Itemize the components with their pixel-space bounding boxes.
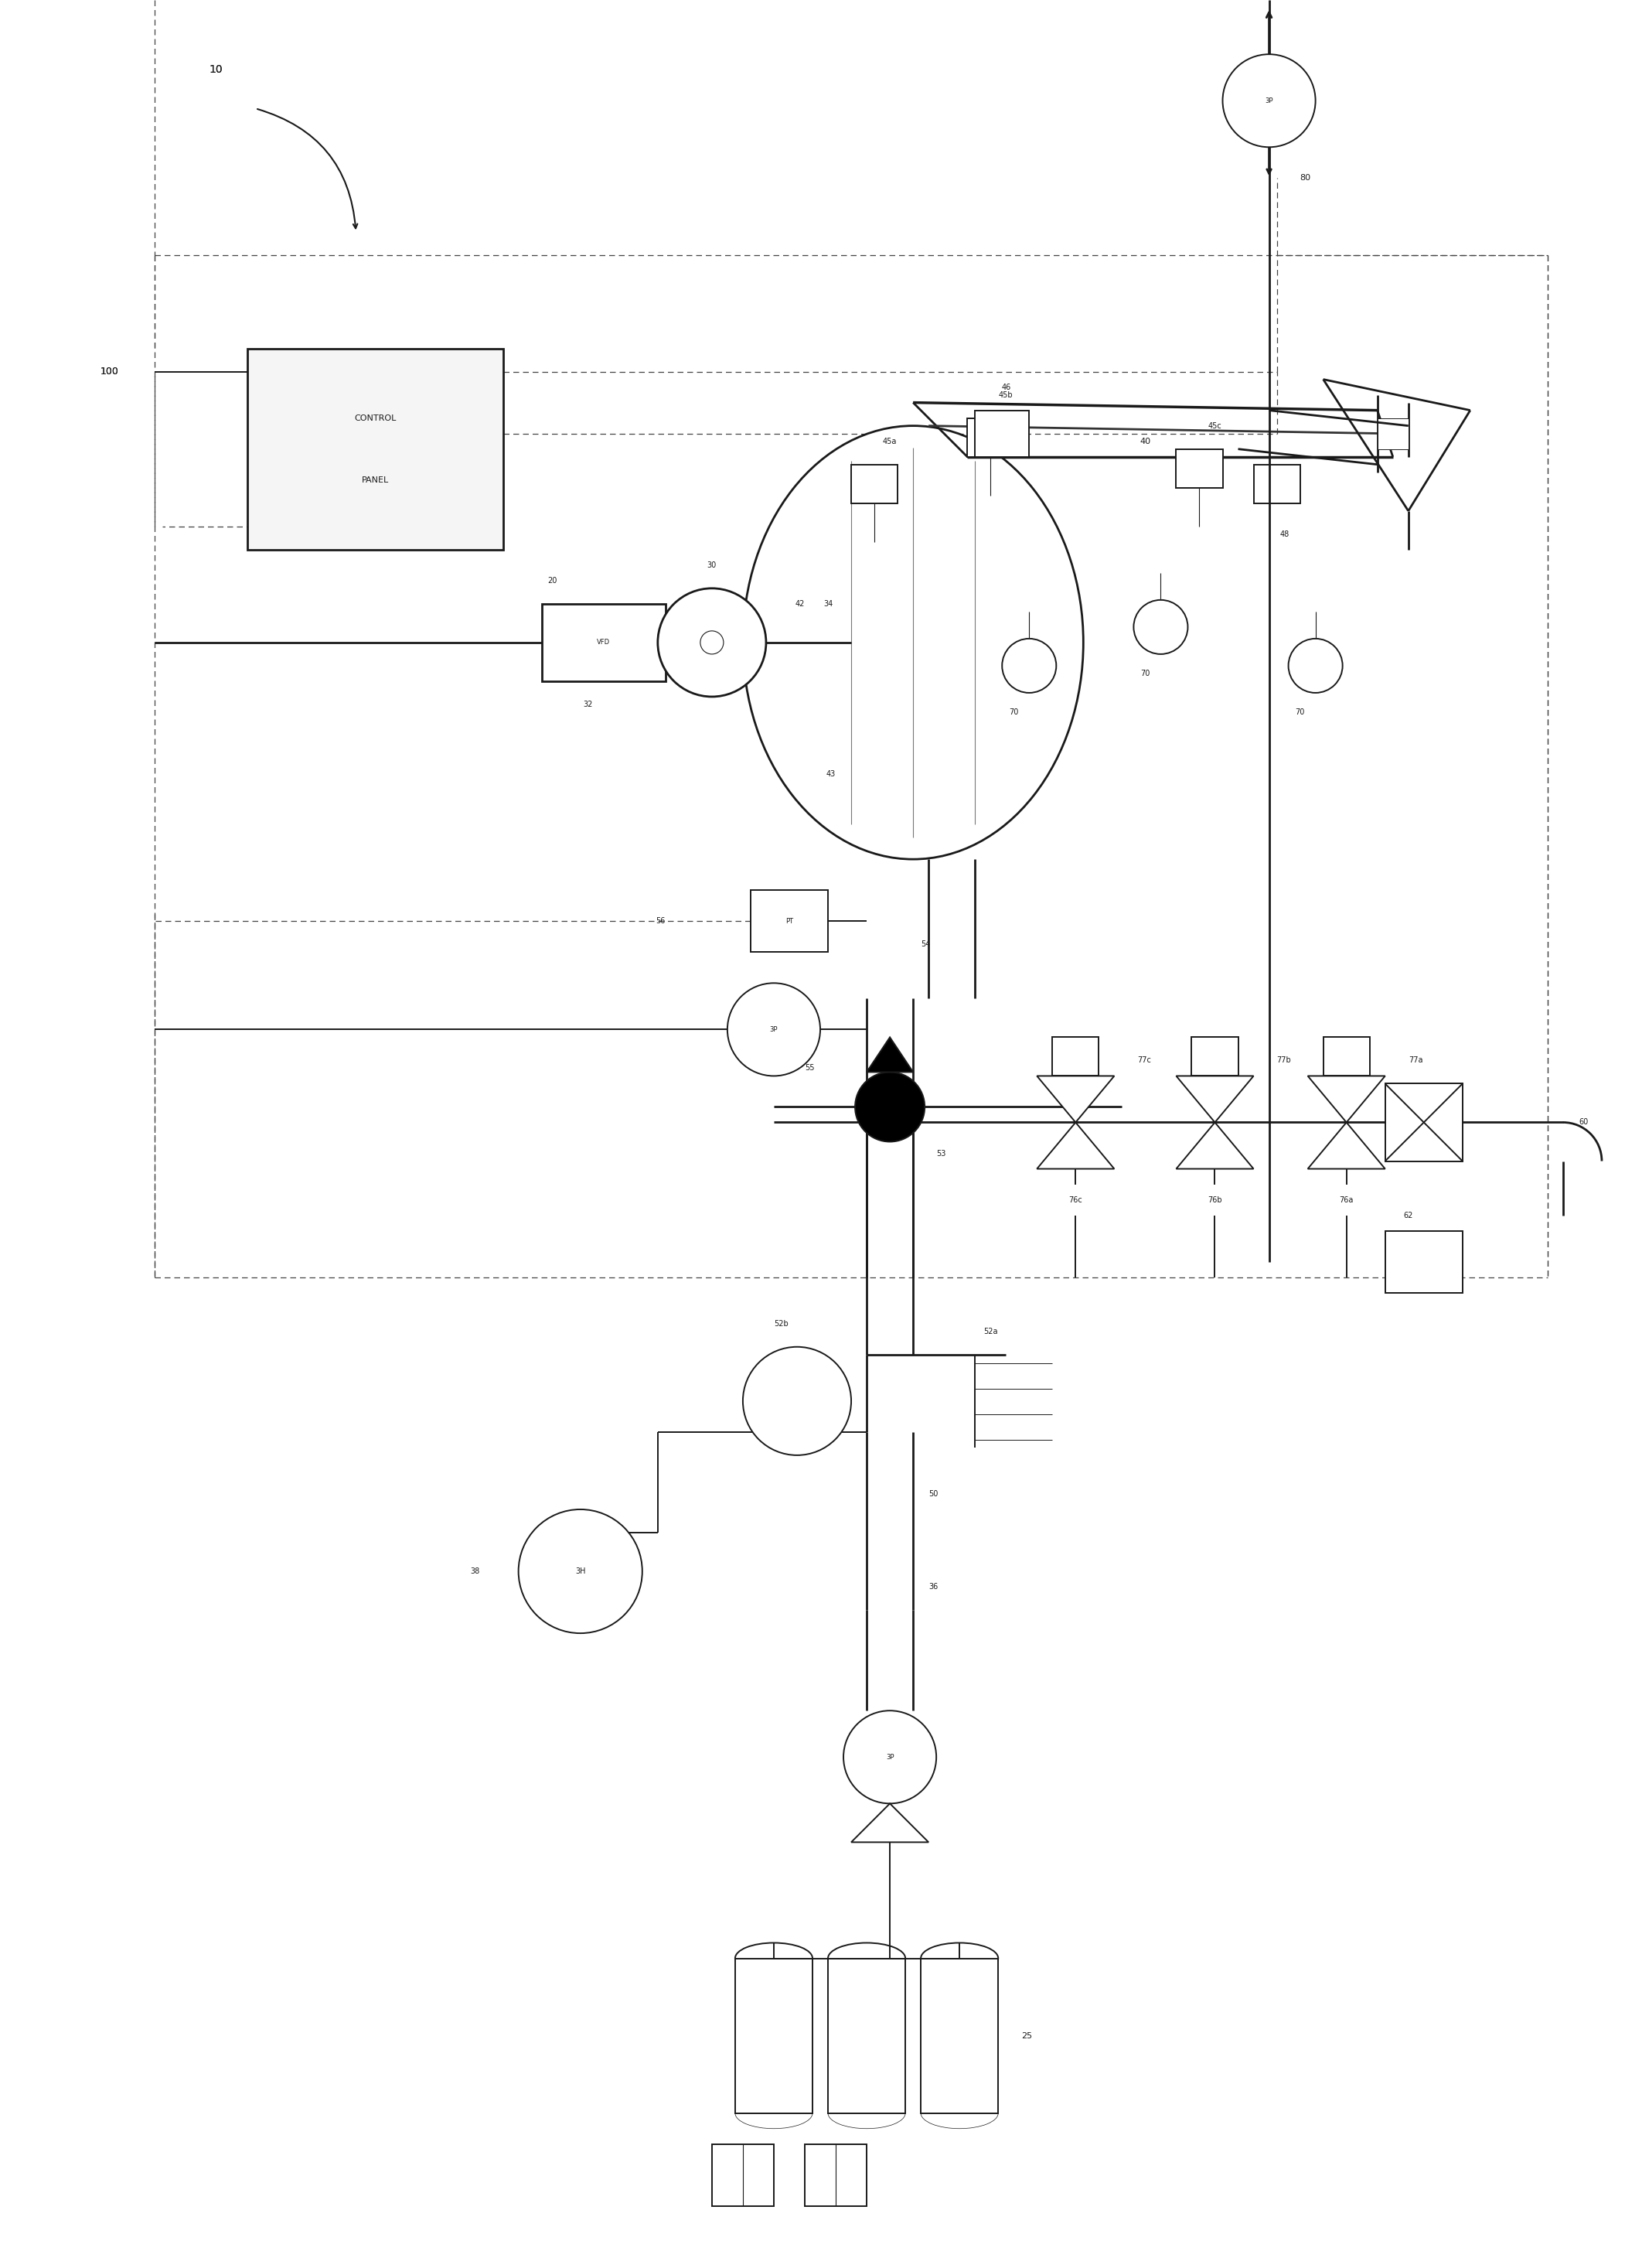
Text: 52a: 52a: [983, 1327, 998, 1336]
Text: 76a: 76a: [1339, 1195, 1354, 1204]
Text: 76c: 76c: [1069, 1195, 1082, 1204]
Text: 10: 10: [210, 64, 223, 75]
Text: PT: PT: [785, 919, 793, 925]
Text: 42: 42: [795, 601, 804, 608]
Polygon shape: [1176, 1123, 1253, 1168]
Polygon shape: [1176, 1075, 1253, 1123]
Polygon shape: [852, 1803, 928, 1842]
Text: 56: 56: [656, 916, 666, 925]
Text: VFD: VFD: [596, 640, 611, 646]
Text: 3H: 3H: [575, 1567, 585, 1576]
Text: 53: 53: [936, 1150, 946, 1157]
Circle shape: [1222, 54, 1316, 147]
Bar: [1384, 1084, 1463, 1161]
Text: 20: 20: [548, 576, 557, 585]
Ellipse shape: [734, 2098, 812, 2130]
Text: 55: 55: [804, 1064, 814, 1073]
Text: 60: 60: [1578, 1118, 1588, 1127]
Ellipse shape: [921, 2098, 998, 2130]
Text: 52b: 52b: [773, 1320, 788, 1327]
Circle shape: [700, 631, 723, 653]
Bar: [967, 417, 1014, 456]
Bar: [247, 349, 504, 549]
Bar: [852, 465, 897, 503]
Circle shape: [743, 1347, 852, 1456]
Bar: [1191, 1036, 1238, 1075]
Text: 70: 70: [1141, 669, 1150, 678]
Text: 40: 40: [1139, 438, 1150, 445]
Text: 77b: 77b: [1277, 1057, 1292, 1064]
Bar: [712, 2143, 774, 2207]
Bar: [921, 1957, 998, 2114]
Bar: [1378, 417, 1409, 449]
Circle shape: [728, 982, 821, 1075]
Ellipse shape: [829, 2098, 905, 2130]
Bar: [812, 619, 852, 667]
Text: 10: 10: [210, 64, 223, 75]
Ellipse shape: [829, 1944, 905, 1973]
Text: 3P: 3P: [886, 1753, 894, 1760]
Ellipse shape: [921, 1944, 998, 1973]
Polygon shape: [1308, 1075, 1384, 1123]
Text: 76b: 76b: [1207, 1195, 1222, 1204]
Text: 100: 100: [101, 367, 119, 376]
Text: 48: 48: [1280, 531, 1289, 538]
Text: 100: 100: [101, 367, 119, 376]
Text: 80: 80: [1300, 175, 1311, 181]
Text: 77a: 77a: [1409, 1057, 1422, 1064]
Text: 70: 70: [1009, 708, 1019, 717]
Text: 45c: 45c: [1207, 422, 1222, 429]
Text: 50: 50: [928, 1490, 938, 1497]
Ellipse shape: [743, 426, 1084, 860]
Text: 25: 25: [1022, 2032, 1032, 2039]
Text: PANEL: PANEL: [362, 476, 388, 483]
Polygon shape: [1308, 1123, 1384, 1168]
Polygon shape: [866, 1036, 913, 1073]
Bar: [1053, 1036, 1098, 1075]
Bar: [1323, 1036, 1370, 1075]
Text: 43: 43: [826, 771, 835, 778]
Bar: [751, 889, 829, 953]
Circle shape: [1289, 640, 1342, 692]
Bar: [829, 1957, 905, 2114]
Bar: [975, 411, 1029, 456]
Text: 3P: 3P: [770, 1025, 778, 1032]
Bar: [804, 2143, 866, 2207]
Text: 3P: 3P: [1264, 98, 1272, 104]
Text: 30: 30: [707, 560, 717, 569]
Ellipse shape: [734, 1944, 812, 1973]
Bar: [734, 1957, 812, 2114]
Text: 45b: 45b: [999, 390, 1012, 399]
Circle shape: [1134, 601, 1188, 653]
Text: 54: 54: [921, 941, 931, 948]
Text: 32: 32: [583, 701, 593, 708]
Text: 34: 34: [824, 601, 832, 608]
Circle shape: [658, 587, 765, 696]
Polygon shape: [1037, 1075, 1115, 1123]
Text: CONTROL: CONTROL: [354, 415, 396, 422]
Text: 46: 46: [1001, 383, 1011, 390]
Bar: [541, 603, 666, 680]
Text: 77c: 77c: [1137, 1057, 1152, 1064]
Polygon shape: [1037, 1123, 1115, 1168]
Text: 62: 62: [1404, 1211, 1414, 1220]
Circle shape: [843, 1710, 936, 1803]
Text: 36: 36: [928, 1583, 938, 1590]
Bar: [1176, 449, 1222, 488]
Circle shape: [518, 1510, 642, 1633]
Bar: [1384, 1232, 1463, 1293]
Text: 45a: 45a: [882, 438, 897, 445]
Bar: [1253, 465, 1300, 503]
Circle shape: [1003, 640, 1056, 692]
Circle shape: [855, 1073, 925, 1141]
Text: 38: 38: [470, 1567, 479, 1576]
Text: 70: 70: [1295, 708, 1305, 717]
